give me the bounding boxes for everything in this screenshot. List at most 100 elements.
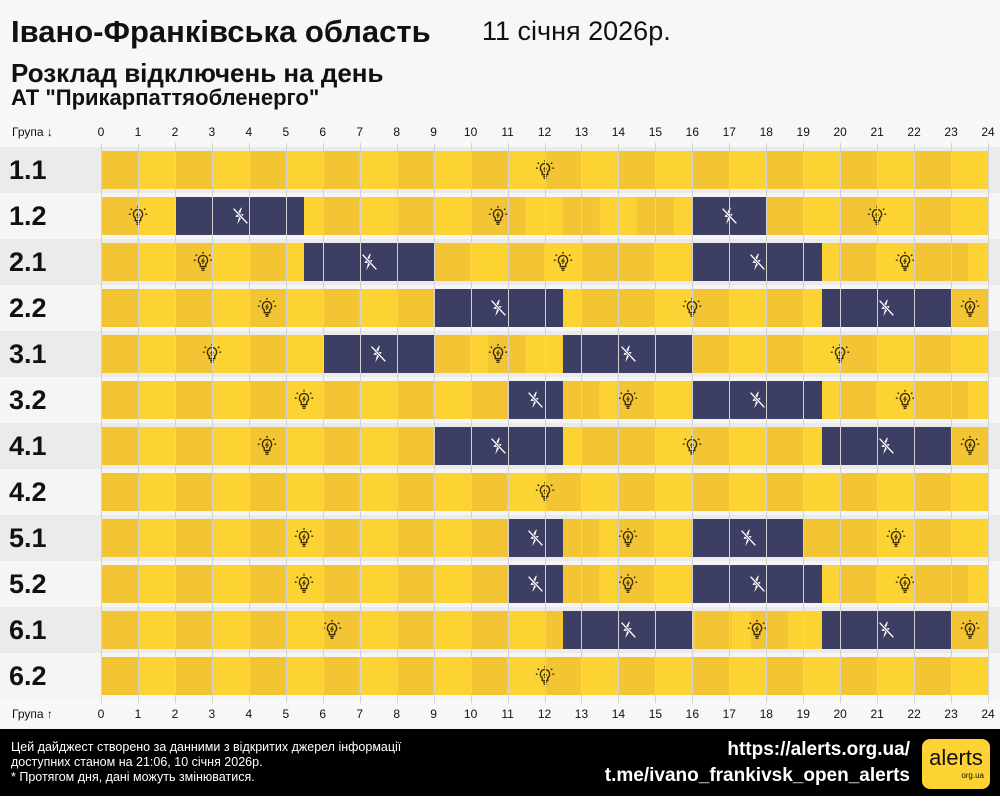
hour-tick-label: 9 <box>430 707 437 721</box>
hour-tick-label: 13 <box>574 707 589 721</box>
hour-tick-label: 3 <box>208 707 216 721</box>
telegram-link[interactable]: t.me/ivano_frankivsk_open_alerts <box>604 765 910 786</box>
source-note: Цей дайджест створено за данними з відкр… <box>11 740 401 785</box>
lightbulb-icon <box>617 527 639 549</box>
hour-axis-top: Група ↓ 0 1 2 3 4 5 6 7 8 9 10 11 12 13 14 15 16 17 18 19 20… <box>0 125 1000 143</box>
region-title: Івано-Франківська область <box>11 14 431 49</box>
hour-gridline <box>174 143 176 703</box>
hour-tick-label: 22 <box>907 707 921 721</box>
hour-gridline <box>470 143 472 703</box>
hour-tick-label: 18 <box>759 707 773 721</box>
hour-gridline <box>544 143 546 703</box>
hour-gridline <box>581 143 583 703</box>
no-power-lightning-icon <box>875 297 897 319</box>
hour-gridline <box>655 143 657 703</box>
lightbulb-icon <box>192 251 214 273</box>
group-label: 4.2 <box>0 469 101 515</box>
no-power-lightning-icon <box>875 619 897 641</box>
no-power-lightning-icon <box>524 573 546 595</box>
hour-gridline <box>101 143 102 703</box>
hour-tick-label: 15 <box>648 707 663 721</box>
hour-tick-label: 4 <box>245 707 253 721</box>
hour-gridline <box>396 143 398 703</box>
footer-links: https://alerts.org.ua/ t.me/ivano_franki… <box>605 737 910 789</box>
group-label: 3.1 <box>0 331 101 377</box>
no-power-lightning-icon <box>617 619 639 641</box>
hour-tick-label: 3 <box>208 125 216 139</box>
hour-tick-label: 5 <box>282 125 290 139</box>
hour-gridline <box>248 143 250 703</box>
hour-tick-label: 19 <box>796 125 810 139</box>
lightbulb-icon <box>746 619 768 641</box>
lightbulb-icon <box>617 389 639 411</box>
group-label: 5.1 <box>0 515 101 561</box>
logo-subtext: org.ua <box>961 771 984 780</box>
lightbulb-icon <box>959 297 981 319</box>
group-label: 6.2 <box>0 653 101 699</box>
hour-gridline <box>285 143 287 703</box>
lightbulb-icon <box>487 205 509 227</box>
lightbulb-icon <box>256 297 278 319</box>
group-label: 1.2 <box>0 193 101 239</box>
note-line: Цей дайджест створено за данними з відкр… <box>11 740 402 754</box>
hour-tick-label: 1 <box>134 707 142 721</box>
no-power-lightning-icon <box>524 527 546 549</box>
no-power-lightning-icon <box>229 205 251 227</box>
alerts-logo: alerts org.ua <box>922 739 990 789</box>
lightbulb-icon <box>885 527 907 549</box>
hour-tick-label: 10 <box>463 125 478 139</box>
hour-tick-label: 11 <box>501 125 514 139</box>
hour-tick-label: 17 <box>722 125 736 139</box>
hour-tick-label: 21 <box>870 125 884 139</box>
hour-tick-label: 2 <box>171 707 179 721</box>
hour-gridline <box>729 143 731 703</box>
website-link[interactable]: https://alerts.org.ua/ <box>727 739 910 760</box>
hour-gridline <box>988 143 990 703</box>
schedule-date: 11 січня 2026р. <box>482 16 671 46</box>
hour-tick-label: 16 <box>685 125 700 139</box>
no-power-lightning-icon <box>746 573 768 595</box>
hour-gridline <box>914 143 916 703</box>
group-label: 5.2 <box>0 561 101 607</box>
hour-tick-label: 6 <box>319 125 327 139</box>
hour-tick-label: 8 <box>393 125 401 139</box>
hour-tick-label: 16 <box>685 707 700 721</box>
lightbulb-icon <box>293 389 315 411</box>
hour-gridline <box>618 143 620 703</box>
hour-tick-label: 24 <box>981 125 995 139</box>
group-label: 2.2 <box>0 285 101 331</box>
hour-gridline <box>322 143 324 703</box>
lightbulb-icon <box>959 435 981 457</box>
lightbulb-icon <box>293 573 315 595</box>
no-power-lightning-icon <box>487 297 509 319</box>
hour-gridline <box>803 143 805 703</box>
hour-gridline <box>507 143 509 703</box>
hour-gridline <box>211 143 213 703</box>
hour-tick-label: 7 <box>356 707 364 721</box>
hour-tick-label: 20 <box>833 707 847 721</box>
hour-tick-label: 0 <box>97 125 105 139</box>
logo-text: alerts <box>929 745 983 770</box>
hour-tick-label: 20 <box>833 125 847 139</box>
hour-gridline <box>951 143 953 703</box>
hour-tick-label: 17 <box>722 707 736 721</box>
lightbulb-icon <box>487 343 509 365</box>
hour-grid <box>101 143 990 703</box>
lightbulb-icon <box>321 619 343 641</box>
no-power-lightning-icon <box>524 389 546 411</box>
hour-tick-label: 1 <box>134 125 142 139</box>
lightbulb-icon <box>552 251 574 273</box>
lightbulb-icon <box>894 251 916 273</box>
lightbulb-icon <box>894 389 916 411</box>
lightbulb-icon <box>894 573 916 595</box>
no-power-lightning-icon <box>746 251 768 273</box>
hour-tick-label: 21 <box>870 707 884 721</box>
no-power-lightning-icon <box>737 527 759 549</box>
lightbulb-icon <box>293 527 315 549</box>
hour-tick-label: 9 <box>430 125 437 139</box>
hour-tick-label: 4 <box>245 125 253 139</box>
lightbulb-icon <box>959 619 981 641</box>
hour-gridline <box>766 143 768 703</box>
hour-tick-label: 2 <box>171 125 179 139</box>
hour-gridline <box>433 143 435 703</box>
